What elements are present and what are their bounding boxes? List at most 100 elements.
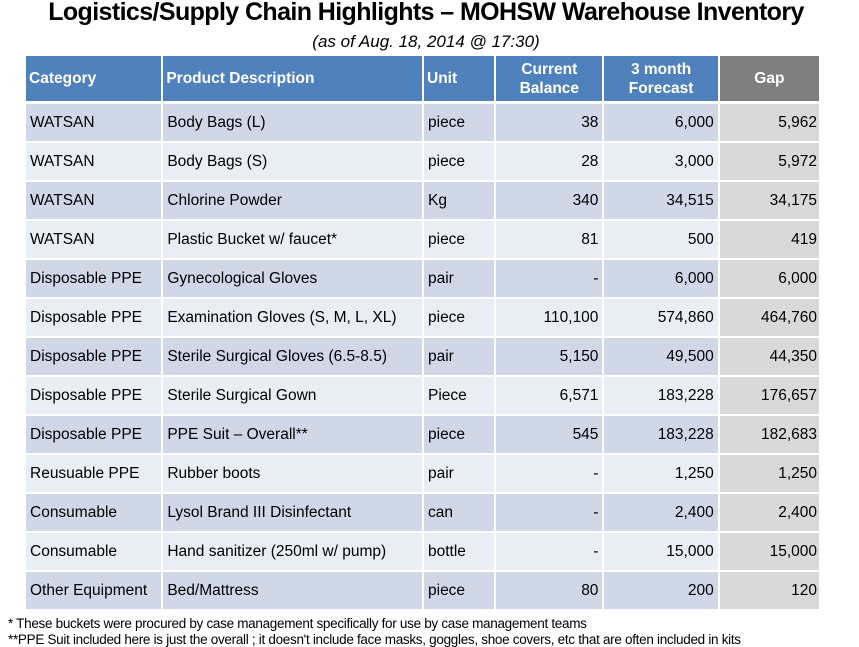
cell-current-balance: 28 — [496, 143, 603, 182]
cell-unit: pair — [424, 455, 495, 494]
footnote-bucket: * These buckets were procured by case ma… — [8, 616, 587, 631]
cell-product-description: Body Bags (S) — [163, 143, 422, 182]
cell-product-description: Hand sanitizer (250ml w/ pump) — [163, 533, 422, 572]
cell-gap: 2,400 — [719, 494, 819, 533]
cell-product-description: PPE Suit – Overall** — [163, 416, 422, 455]
cell-forecast: 500 — [604, 221, 718, 260]
table-row: Disposable PPE Sterile Surgical Gloves (6… — [26, 338, 819, 377]
cell-forecast: 183,228 — [604, 377, 718, 416]
page-title: Logistics/Supply Chain Highlights – MOHS… — [48, 0, 804, 26]
cell-gap: 120 — [719, 572, 819, 611]
header-forecast-line1: 3 month — [630, 60, 692, 78]
header-category: Category — [26, 56, 162, 104]
table-row: Consumable Lysol Brand III Disinfectant ca… — [26, 494, 819, 533]
cell-current-balance: 6,571 — [496, 377, 603, 416]
cell-category: Disposable PPE — [26, 377, 162, 416]
header-gap: Gap — [719, 56, 819, 104]
footnote-ppe-suit: **PPE Suit included here is just the ove… — [8, 632, 741, 647]
table-row: Disposable PPE PPE Suit – Overall** piece 5… — [26, 416, 819, 455]
cell-forecast: 6,000 — [604, 104, 718, 143]
cell-unit: piece — [424, 416, 495, 455]
cell-product-description: Body Bags (L) — [163, 104, 422, 143]
cell-unit: pair — [424, 338, 495, 377]
cell-unit: piece — [424, 299, 495, 338]
cell-category: Disposable PPE — [26, 299, 162, 338]
cell-category: Disposable PPE — [26, 260, 162, 299]
cell-current-balance: - — [496, 494, 603, 533]
cell-category: Disposable PPE — [26, 416, 162, 455]
cell-gap: 464,760 — [719, 299, 819, 338]
cell-forecast: 15,000 — [604, 533, 718, 572]
cell-current-balance: 81 — [496, 221, 603, 260]
cell-gap: 1,250 — [719, 455, 819, 494]
inventory-table: Category Product Description Unit Curren… — [24, 56, 821, 611]
cell-forecast: 3,000 — [604, 143, 718, 182]
cell-unit: piece — [424, 143, 495, 182]
cell-category: WATSAN — [26, 143, 162, 182]
table-row: Other Equipment Bed/Mattress piece 80 200 120 — [26, 572, 819, 611]
cell-product-description: Chlorine Powder — [163, 182, 422, 221]
header-current-balance-line2: Balance — [519, 79, 580, 97]
cell-product-description: Plastic Bucket w/ faucet* — [163, 221, 422, 260]
cell-unit: can — [424, 494, 495, 533]
page-subtitle: (as of Aug. 18, 2014 @ 17:30) — [312, 32, 540, 51]
header-current-balance: Current Balance — [496, 56, 603, 104]
cell-current-balance: 340 — [496, 182, 603, 221]
cell-gap: 5,972 — [719, 143, 819, 182]
cell-category: WATSAN — [26, 182, 162, 221]
table-row: Disposable PPE Gynecological Gloves pair -6… — [26, 260, 819, 299]
cell-current-balance: 80 — [496, 572, 603, 611]
cell-gap: 5,962 — [719, 104, 819, 143]
cell-current-balance: - — [496, 533, 603, 572]
cell-product-description: Rubber boots — [163, 455, 422, 494]
cell-category: Reusuable PPE — [26, 455, 162, 494]
header-forecast-line2: Forecast — [628, 79, 694, 97]
cell-product-description: Lysol Brand III Disinfectant — [163, 494, 422, 533]
cell-forecast: 49,500 — [604, 338, 718, 377]
table-row: Consumable Hand sanitizer (250ml w/ pump)… — [26, 533, 819, 572]
cell-category: Other Equipment — [26, 572, 162, 611]
table-row: Reusuable PPE Rubber boots pair -1,250 1,250 — [26, 455, 819, 494]
cell-current-balance: - — [496, 260, 603, 299]
cell-current-balance: - — [496, 455, 603, 494]
cell-product-description: Gynecological Gloves — [163, 260, 422, 299]
table-row: WATSAN Chlorine Powder Kg 340 34,515 34,175 — [26, 182, 819, 221]
cell-unit: piece — [424, 221, 495, 260]
cell-current-balance: 5,150 — [496, 338, 603, 377]
cell-gap: 34,175 — [719, 182, 819, 221]
cell-unit: Kg — [424, 182, 495, 221]
table-row: Disposable PPE Sterile Surgical Gown Piece… — [26, 377, 819, 416]
cell-unit: Piece — [424, 377, 495, 416]
cell-current-balance: 545 — [496, 416, 603, 455]
cell-forecast: 200 — [604, 572, 718, 611]
table-row: WATSAN Body Bags (S) piece 28 3,000 5,972 — [26, 143, 819, 182]
cell-gap: 182,683 — [719, 416, 819, 455]
cell-forecast: 183,228 — [604, 416, 718, 455]
cell-forecast: 1,250 — [604, 455, 718, 494]
cell-gap: 6,000 — [719, 260, 819, 299]
cell-category: Consumable — [26, 533, 162, 572]
cell-gap: 15,000 — [719, 533, 819, 572]
cell-unit: piece — [424, 104, 495, 143]
table-row: WATSAN Body Bags (L) piece 38 6,000 5,962 — [26, 104, 819, 143]
cell-unit: piece — [424, 572, 495, 611]
cell-unit: bottle — [424, 533, 495, 572]
header-unit: Unit — [424, 56, 495, 104]
header-forecast: 3 month Forecast — [604, 56, 718, 104]
cell-category: Consumable — [26, 494, 162, 533]
cell-current-balance: 110,100 — [496, 299, 603, 338]
table-row: WATSAN Plastic Bucket w/ faucet* piece 81 50… — [26, 221, 819, 260]
cell-forecast: 2,400 — [604, 494, 718, 533]
cell-gap: 176,657 — [719, 377, 819, 416]
cell-product-description: Examination Gloves (S, M, L, XL) — [163, 299, 422, 338]
cell-category: Disposable PPE — [26, 338, 162, 377]
cell-forecast: 6,000 — [604, 260, 718, 299]
cell-unit: pair — [424, 260, 495, 299]
cell-category: WATSAN — [26, 104, 162, 143]
cell-current-balance: 38 — [496, 104, 603, 143]
table-row: Disposable PPE Examination Gloves (S, M, … — [26, 299, 819, 338]
cell-product-description: Sterile Surgical Gown — [163, 377, 422, 416]
cell-category: WATSAN — [26, 221, 162, 260]
header-product-description: Product Description — [163, 56, 422, 104]
cell-forecast: 574,860 — [604, 299, 718, 338]
